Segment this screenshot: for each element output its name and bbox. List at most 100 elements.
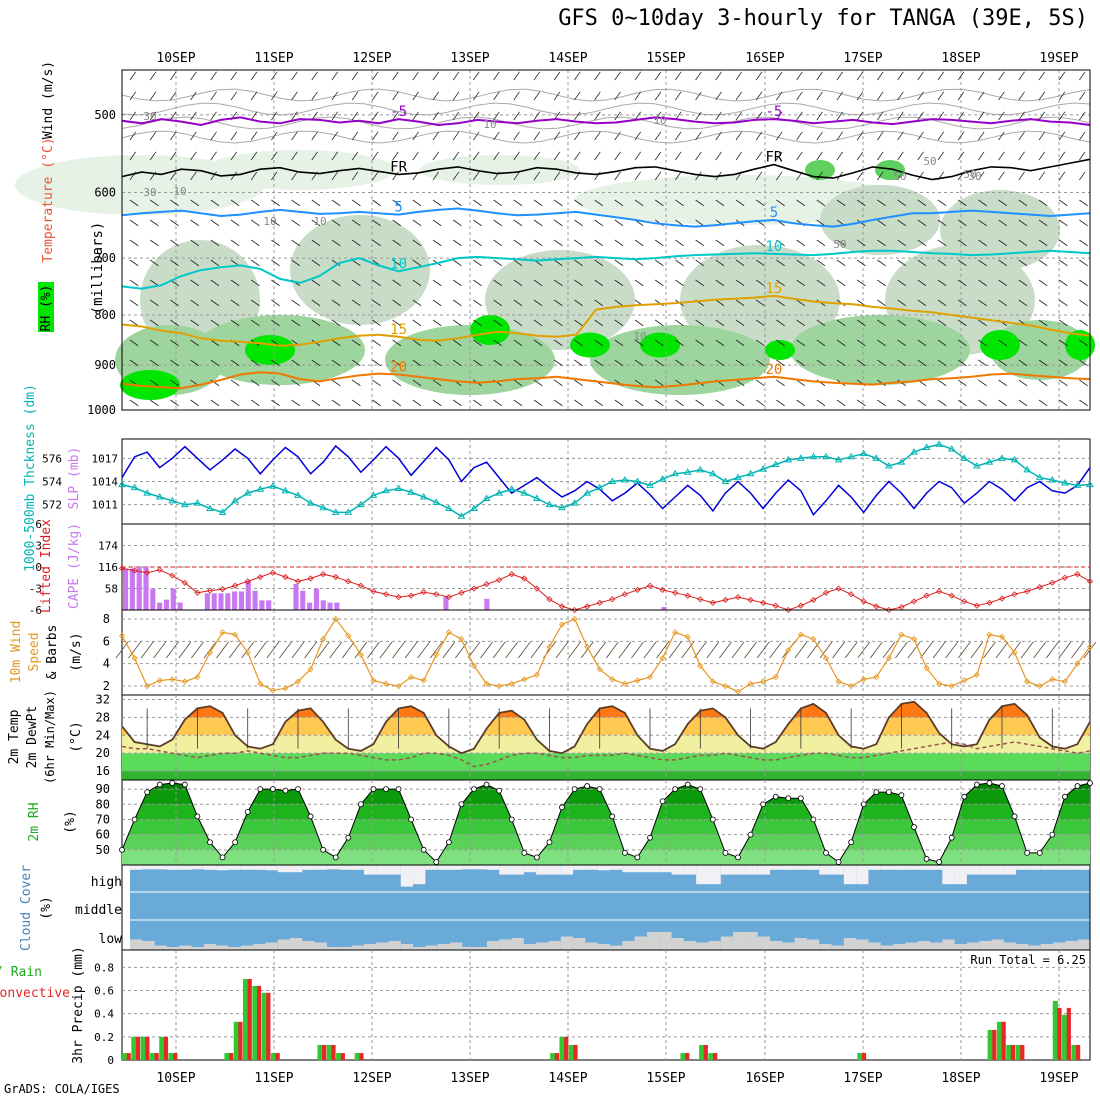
- wind-barb: [695, 171, 702, 181]
- cloud-layer-high: high: [91, 875, 122, 890]
- wind-barb: [372, 339, 381, 347]
- wind-barb: [473, 91, 480, 101]
- li-point: [533, 585, 540, 592]
- wind-barb: [412, 319, 422, 327]
- high-cloud-bar: [1065, 865, 1078, 870]
- wind-barb: [372, 319, 381, 327]
- wind-barb: [796, 71, 803, 81]
- pressure-tick-label: 500: [94, 108, 116, 122]
- wind-speed-point: [269, 687, 276, 694]
- wind-barb: [553, 171, 561, 181]
- wind-ylabel-1: 10m Wind: [9, 621, 24, 684]
- wind-barb: [372, 359, 381, 367]
- wind-barb: [675, 259, 684, 267]
- wind-barb: [351, 131, 359, 141]
- rh-point: [911, 824, 917, 830]
- wind-barb: [836, 199, 846, 207]
- wind-barb: [776, 131, 783, 141]
- rh-point: [584, 783, 591, 789]
- wind-barb: [877, 199, 886, 207]
- wind-barb: [271, 239, 280, 247]
- convective-precip-bar: [359, 1053, 364, 1060]
- contour-value-label: 50: [923, 155, 936, 168]
- convective-precip-bar: [340, 1053, 345, 1060]
- low-cloud-bar: [991, 939, 1004, 950]
- rh-point: [194, 813, 201, 820]
- wind-barb: [1018, 91, 1025, 101]
- li-point: [835, 585, 842, 592]
- wind-barb: [432, 199, 442, 207]
- surface-wind-barb: [819, 641, 833, 659]
- high-cloud-bar: [1053, 865, 1066, 870]
- rh-point: [772, 793, 779, 800]
- wind-speed-point: [885, 655, 892, 662]
- li-point: [282, 573, 289, 581]
- wind-speed-point: [508, 680, 515, 687]
- temp-ylabel-2: 2m DewPt: [25, 706, 40, 769]
- wind-barb: [372, 279, 381, 287]
- wind-barb: [755, 399, 765, 407]
- wind-barb: [978, 259, 987, 267]
- surface-wind-barb: [907, 641, 921, 659]
- wind-barb: [654, 151, 662, 161]
- wind-barb: [129, 339, 139, 347]
- wind-barb: [190, 299, 200, 307]
- surface-wind-barb: [869, 641, 883, 659]
- high-cloud-bar: [277, 865, 290, 873]
- thickness-point: [796, 454, 805, 461]
- rh-shading: [570, 332, 610, 358]
- wind-barb: [311, 279, 321, 287]
- wind-barb: [755, 71, 763, 81]
- wind-barb: [614, 299, 624, 307]
- wind-barb: [695, 199, 705, 207]
- wind-barb: [190, 171, 197, 181]
- thickness-line: [121, 443, 1091, 518]
- wind-barb: [331, 399, 341, 407]
- low-cloud-bar: [954, 944, 967, 950]
- wind-speed-point: [420, 677, 427, 684]
- li-point: [483, 581, 490, 588]
- wind-barb: [856, 259, 866, 267]
- wind-barb: [776, 239, 785, 247]
- surface-wind-barb: [983, 641, 996, 659]
- wind-barb: [452, 319, 462, 327]
- low-cloud-bar: [708, 941, 721, 950]
- day-label-bottom: 11SEP: [254, 1071, 293, 1086]
- surface-wind-barb: [480, 641, 493, 659]
- surface-wind-barb: [1083, 641, 1097, 659]
- wind-barb: [1079, 319, 1088, 327]
- wind-barb: [493, 91, 500, 101]
- wind-speed-point: [307, 666, 314, 673]
- wind-barb: [190, 111, 197, 121]
- wind-barb: [816, 91, 823, 101]
- thickness-point: [268, 482, 277, 489]
- temp-band: [122, 771, 1090, 780]
- wind-barb: [1079, 219, 1088, 227]
- wind-barb: [634, 171, 642, 181]
- wind-barb: [978, 91, 985, 101]
- wind-barb: [311, 299, 321, 307]
- wind-barb: [614, 339, 624, 347]
- wind-barb: [412, 359, 422, 367]
- high-cloud-bar: [1003, 865, 1017, 875]
- wind-barb: [917, 131, 924, 141]
- wind-barb: [493, 259, 503, 267]
- low-cloud-bar: [425, 945, 438, 950]
- wind-barb: [230, 71, 238, 81]
- li-point: [760, 599, 767, 606]
- low-cloud-bar: [130, 939, 143, 950]
- convective-precip-bar: [331, 1044, 336, 1060]
- day-label-bottom: 12SEP: [352, 1071, 391, 1086]
- cape-bar: [123, 568, 129, 610]
- run-total-label: Run Total = 6.25: [970, 953, 1086, 967]
- wind-barb: [432, 239, 442, 247]
- wind-barb: [594, 259, 604, 267]
- surface-wind-barb: [643, 641, 657, 659]
- high-cloud-bar: [856, 865, 869, 885]
- li-point: [797, 602, 804, 609]
- wind-barb: [351, 399, 361, 407]
- wind-barb: [331, 171, 339, 181]
- surface-wind-barb: [719, 641, 732, 659]
- contour-value-label: 10: [313, 215, 326, 228]
- wind-barb: [473, 131, 480, 141]
